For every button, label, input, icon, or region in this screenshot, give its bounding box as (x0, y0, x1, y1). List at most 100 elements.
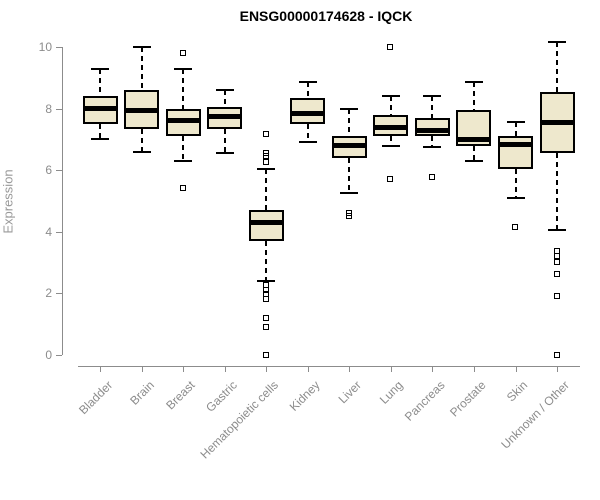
x-tick-label: Lung (376, 378, 406, 407)
x-tick-label: Brain (126, 378, 157, 408)
upper-whisker-cap (506, 121, 525, 124)
upper-whisker-line (348, 108, 351, 137)
median-line (456, 136, 492, 142)
lower-whisker-line (265, 241, 268, 282)
lower-whisker-cap (91, 138, 109, 141)
outlier-point (553, 259, 560, 266)
outlier-point (262, 351, 269, 358)
upper-whisker-line (140, 47, 143, 91)
lower-whisker-line (140, 128, 143, 152)
y-tick-label: 6 (45, 163, 52, 178)
x-axis-tick (100, 366, 101, 372)
x-tick-label: Hematopoietic cells (197, 378, 282, 462)
x-tick-label: Bladder (75, 378, 115, 418)
outlier-point (179, 49, 186, 56)
lower-whisker-cap (548, 229, 567, 232)
x-axis-tick (557, 366, 559, 372)
upper-whisker-cap (174, 67, 193, 70)
upper-whisker-cap (215, 89, 234, 92)
outlier-point (345, 212, 352, 219)
y-tick-label: 2 (45, 286, 52, 301)
upper-whisker-line (223, 90, 226, 108)
median-line (124, 107, 160, 113)
x-axis-tick (390, 366, 392, 372)
lower-whisker-cap (340, 192, 359, 195)
outlier-point (428, 174, 435, 181)
median-line (331, 143, 367, 149)
x-axis-tick (224, 366, 226, 372)
lower-whisker-cap (132, 150, 151, 153)
lower-whisker-cap (381, 144, 400, 147)
outlier-point (345, 209, 352, 216)
outlier-point (387, 175, 394, 182)
lower-whisker-line (431, 136, 434, 148)
median-line (248, 220, 284, 226)
x-tick-label: Breast (163, 378, 199, 413)
outlier-point (387, 43, 394, 50)
y-axis-line (62, 47, 63, 355)
outlier-point (262, 159, 269, 165)
median-line (498, 141, 533, 147)
median-line (539, 119, 575, 125)
x-tick-label: Gastric (202, 378, 240, 415)
x-axis-tick (349, 366, 351, 372)
upper-whisker-cap (548, 41, 567, 44)
upper-whisker-line (182, 68, 185, 109)
median-line (290, 110, 326, 116)
upper-whisker-line (556, 42, 559, 92)
upper-whisker-line (514, 122, 517, 137)
lower-whisker-line (223, 128, 226, 154)
upper-whisker-cap (340, 107, 359, 110)
outlier-point (553, 271, 560, 278)
chart-title: ENSG00000174628 - IQCK (239, 8, 413, 24)
outlier-point (262, 152, 269, 159)
y-tick-label: 4 (45, 224, 52, 239)
lower-whisker-cap (298, 141, 317, 144)
median-line (207, 113, 243, 119)
x-axis-line (78, 366, 580, 367)
x-tick-label: Liver (335, 378, 365, 407)
y-axis-tick (56, 293, 62, 295)
x-axis-tick (473, 366, 475, 372)
upper-whisker-line (265, 168, 268, 211)
lower-whisker-line (556, 153, 559, 231)
lower-whisker-line (389, 136, 392, 146)
upper-whisker-cap (91, 67, 109, 70)
outlier-point (512, 223, 518, 230)
outlier-point (262, 131, 269, 138)
lower-whisker-cap (506, 196, 525, 199)
y-axis-tick (56, 170, 62, 172)
outlier-point (262, 296, 269, 303)
outlier-point (553, 252, 560, 259)
outlier-point (179, 185, 186, 192)
x-axis-tick (183, 366, 185, 372)
lower-whisker-cap (174, 159, 193, 162)
outlier-point (553, 292, 560, 299)
lower-whisker-line (514, 168, 517, 198)
box (248, 210, 284, 242)
x-axis-tick (266, 366, 268, 372)
x-tick-label: Prostate (447, 378, 489, 420)
upper-whisker-line (472, 82, 475, 111)
outlier-point (262, 323, 269, 330)
outlier-point (262, 314, 269, 321)
lower-whisker-cap (423, 146, 442, 149)
x-axis-tick (307, 366, 309, 372)
upper-whisker-cap (132, 46, 151, 48)
lower-whisker-line (99, 124, 101, 140)
median-line (82, 106, 118, 112)
x-axis-tick (515, 366, 517, 372)
y-tick-label: 0 (45, 348, 52, 362)
x-axis-tick (141, 366, 143, 372)
y-axis-tick (56, 355, 62, 356)
upper-whisker-cap (381, 95, 400, 98)
y-axis-tick (56, 47, 62, 48)
upper-whisker-line (389, 96, 392, 115)
lower-whisker-cap (257, 280, 276, 283)
median-line (373, 124, 409, 130)
upper-whisker-cap (464, 81, 483, 84)
lower-whisker-line (182, 136, 185, 161)
upper-whisker-cap (423, 95, 442, 98)
median-line (414, 127, 450, 133)
